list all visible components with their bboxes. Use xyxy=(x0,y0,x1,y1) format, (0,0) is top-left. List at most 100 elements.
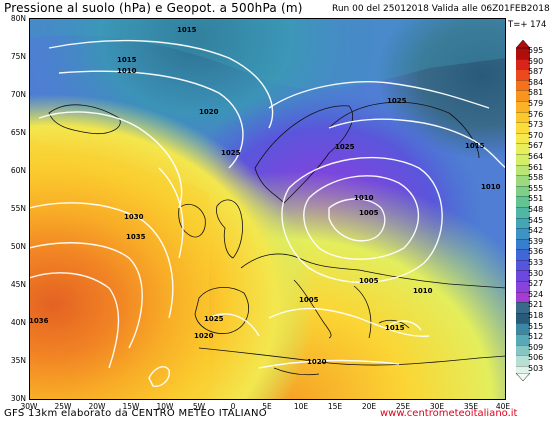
colorbar-label: 587 xyxy=(528,67,544,77)
colorbar-label: 576 xyxy=(528,109,544,119)
colorbar-label: 515 xyxy=(528,321,544,331)
colorbar-bottom-arrow xyxy=(516,373,530,381)
lat-label: 35N xyxy=(10,356,26,365)
lon-label: 5W xyxy=(192,402,206,411)
colorbar-label: 561 xyxy=(528,162,544,172)
isobar-label: 1010 xyxy=(117,67,137,75)
colorbar-swatch xyxy=(516,58,530,70)
colorbar-swatch xyxy=(516,132,530,144)
colorbar-swatch xyxy=(516,259,530,271)
isobar-label: 1005 xyxy=(299,296,319,304)
lat-label: 65N xyxy=(10,128,26,137)
colorbar-swatch xyxy=(516,111,530,123)
colorbar-swatch xyxy=(516,312,530,324)
isobar-label: 1010 xyxy=(413,287,433,295)
colorbar-swatch xyxy=(516,344,530,356)
isobar-label: 1015 xyxy=(465,142,485,150)
isobar-label: 1010 xyxy=(481,183,501,191)
colorbar-swatch xyxy=(516,302,530,313)
isobar-label: 1010 xyxy=(354,194,374,202)
colorbar-label: 509 xyxy=(528,342,544,352)
run-info: Run 00 del 25012018 Valida alle 06Z01FEB… xyxy=(332,4,550,14)
lat-label: 70N xyxy=(10,90,26,99)
map-title: Pressione al suolo (hPa) e Geopot. a 500… xyxy=(4,1,303,15)
colorbar-label: 506 xyxy=(528,353,544,363)
isobar-label: 1020 xyxy=(199,108,219,116)
isobar-label: 1015 xyxy=(117,56,137,64)
lon-label: 15W xyxy=(122,402,140,411)
colorbar-swatch xyxy=(516,355,530,366)
colorbar-label: 551 xyxy=(528,194,544,204)
isobar-label: 1015 xyxy=(177,26,197,34)
colorbar-label: 533 xyxy=(528,258,544,267)
isobar-label: 1020 xyxy=(194,332,214,340)
colorbar-swatch xyxy=(516,334,530,345)
lat-label: 30N xyxy=(10,394,26,403)
colorbar-label: 548 xyxy=(528,205,544,214)
colorbar-label: 536 xyxy=(528,247,544,257)
colorbar-label: 530 xyxy=(528,268,544,278)
colorbar-swatch xyxy=(516,291,530,303)
colorbar-swatch xyxy=(516,143,530,154)
isobar-label: 1030 xyxy=(124,213,144,221)
isobar-label: 1025 xyxy=(387,97,407,105)
colorbar-swatch xyxy=(516,206,530,218)
colorbar-label: 558 xyxy=(528,173,544,183)
lon-label: 35E xyxy=(463,402,479,411)
colorbar-label: 564 xyxy=(528,152,544,161)
lon-label: 10W xyxy=(156,402,174,411)
colorbar-label: 545 xyxy=(528,215,544,225)
colorbar-swatch xyxy=(516,270,530,282)
lon-label: 40E xyxy=(495,402,511,411)
isobar-label: 1025 xyxy=(221,149,241,157)
colorbar-label: 512 xyxy=(528,332,544,342)
weather-map: 1015 1015 1010 1020 1025 1025 1025 1015 … xyxy=(29,18,506,400)
colorbar-label: 518 xyxy=(528,311,544,320)
colorbar-label: 581 xyxy=(528,88,544,98)
colorbar-swatch xyxy=(516,365,530,377)
colorbar-label: 503 xyxy=(528,364,544,373)
colorbar-label: 521 xyxy=(528,300,544,310)
timestep-label: T=+ 174 xyxy=(508,20,547,30)
colorbar-swatch xyxy=(516,48,530,59)
lat-label: 80N xyxy=(10,14,26,23)
lon-label: 10E xyxy=(293,402,309,411)
colorbar-top-arrow xyxy=(516,40,530,48)
lon-label: 25E xyxy=(395,402,411,411)
colorbar-swatch xyxy=(516,90,530,101)
colorbar-swatch xyxy=(516,164,530,176)
colorbar-swatch xyxy=(516,238,530,250)
footer-credit: GFS 13km elaborato da CENTRO METEO ITALI… xyxy=(4,408,267,419)
colorbar-label: 590 xyxy=(528,56,544,66)
colorbar-swatch xyxy=(516,175,530,186)
colorbar-swatch xyxy=(516,153,530,165)
isobar-label: 1025 xyxy=(204,315,224,323)
lon-label: 30W xyxy=(20,402,38,411)
colorbar-swatch xyxy=(516,69,530,80)
isobar-label: 1025 xyxy=(335,143,355,151)
colorbar-label: 542 xyxy=(528,226,544,236)
isobar-label: 1020 xyxy=(307,358,327,366)
lon-label: 30E xyxy=(429,402,445,411)
colorbar-label: 584 xyxy=(528,77,544,87)
colorbar-swatch xyxy=(516,228,530,239)
colorbar-label: 595 xyxy=(528,46,544,55)
colorbar-swatch xyxy=(516,196,530,207)
colorbar-swatch xyxy=(516,249,530,260)
colorbar-label: 573 xyxy=(528,120,544,130)
isobar-label: 1005 xyxy=(359,209,379,217)
lat-label: 55N xyxy=(10,204,26,213)
lat-label: 75N xyxy=(10,52,26,61)
colorbar-label: 539 xyxy=(528,236,544,246)
lon-label: 0 xyxy=(230,402,236,411)
footer-url[interactable]: www.centrometeoitaliano.it xyxy=(380,408,518,419)
colorbar-swatch xyxy=(516,217,530,229)
lon-label: 25W xyxy=(54,402,72,411)
colorbar-swatch xyxy=(516,100,530,112)
lat-label: 50N xyxy=(10,242,26,251)
lon-label: 20E xyxy=(361,402,377,411)
lon-label: 15E xyxy=(327,402,343,411)
lon-label: 20W xyxy=(88,402,106,411)
lat-label: 45N xyxy=(10,280,26,289)
isobar-label: 1005 xyxy=(359,277,379,285)
